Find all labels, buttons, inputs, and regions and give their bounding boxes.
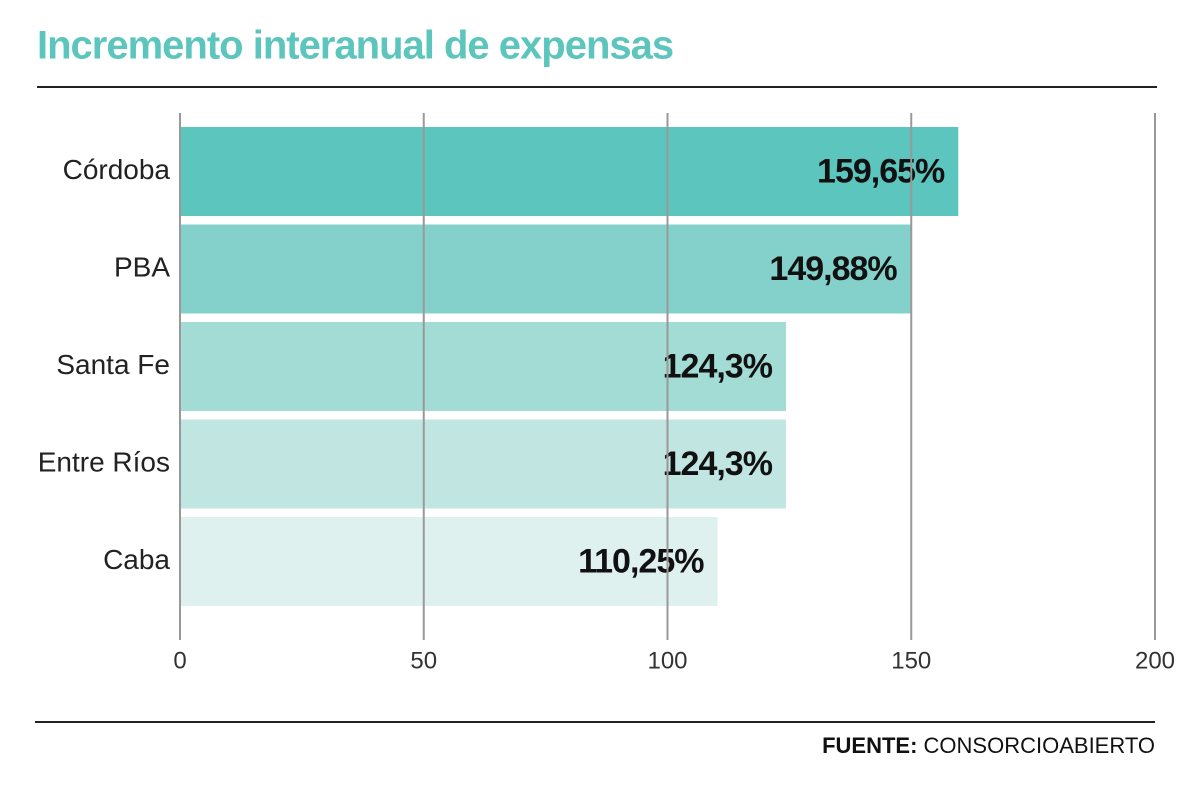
bar xyxy=(180,224,911,314)
category-label: PBA xyxy=(114,251,170,282)
category-label: Entre Ríos xyxy=(38,446,170,477)
bar xyxy=(180,517,718,606)
value-label: 124,3% xyxy=(663,347,773,385)
x-tick-label: 150 xyxy=(891,647,931,674)
x-tick-label: 0 xyxy=(173,647,186,674)
source-text: CONSORCIOABIERTO xyxy=(924,733,1155,758)
x-tick-label: 200 xyxy=(1135,647,1175,674)
source-label: FUENTE: xyxy=(822,733,917,758)
x-tick-label: 100 xyxy=(647,647,687,674)
bar xyxy=(180,419,786,509)
value-label: 110,25% xyxy=(578,542,704,580)
x-tick-label: 50 xyxy=(410,647,437,674)
value-label: 124,3% xyxy=(663,445,773,483)
bar xyxy=(180,127,959,216)
category-label: Santa Fe xyxy=(56,349,170,380)
source: FUENTE: CONSORCIOABIERTO xyxy=(822,733,1155,758)
bar xyxy=(180,322,786,411)
value-label: 149,88% xyxy=(769,250,897,288)
value-label: 159,65% xyxy=(817,152,945,190)
category-label: Córdoba xyxy=(63,154,171,185)
category-label: Caba xyxy=(103,544,170,575)
chart-title: Incremento interanual de expensas xyxy=(37,24,673,68)
